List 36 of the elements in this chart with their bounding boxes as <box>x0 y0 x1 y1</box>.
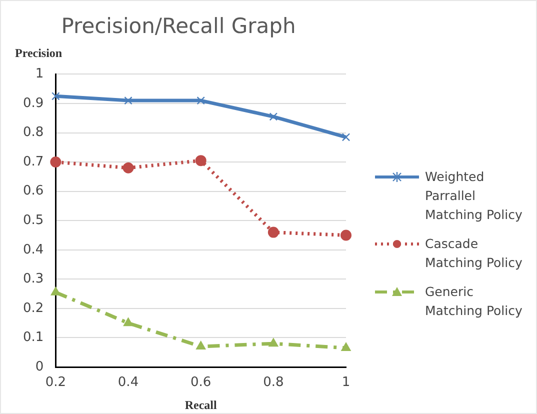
chart-title: Precision/Recall Graph <box>61 14 296 38</box>
y-tick-label: 0.4 <box>22 242 44 258</box>
y-axis-title: Precision <box>15 46 62 60</box>
x-tick-label: 1 <box>342 375 350 390</box>
x-tick-label: 0.6 <box>190 375 212 390</box>
point <box>52 92 60 100</box>
point <box>123 318 134 326</box>
y-tick-label: 0.9 <box>22 96 44 111</box>
point <box>341 342 351 351</box>
legend-label: Generic Matching Policy <box>425 283 524 320</box>
point <box>269 112 278 121</box>
y-tick-label: 0.1 <box>22 330 44 346</box>
y-tick-label: 0.8 <box>22 125 44 140</box>
y-tick-label: 0.7 <box>22 154 44 170</box>
point <box>268 338 278 347</box>
point <box>195 155 206 166</box>
x-axis-title: Recall <box>184 398 218 412</box>
point <box>196 341 206 350</box>
y-tick-label: 1 <box>35 66 44 82</box>
x-tick-label: 0.4 <box>118 375 139 390</box>
point <box>342 133 350 142</box>
point <box>340 230 352 241</box>
point <box>196 96 205 105</box>
point <box>50 156 62 168</box>
point <box>122 162 134 174</box>
y-tick-label: 0.6 <box>22 184 44 199</box>
y-tick-label: 0.5 <box>22 212 44 228</box>
point <box>124 96 132 105</box>
legend-label: Weighted Parrallel Matching Policy <box>425 168 524 224</box>
y-tick-label: 0.2 <box>22 300 44 316</box>
y-tick-label: 0.3 <box>22 272 44 287</box>
x-tick-label: 0.8 <box>263 375 284 390</box>
y-tick-label: 0 <box>35 359 44 374</box>
legend-label: Cascade Matching Policy <box>425 235 524 272</box>
point <box>268 226 279 238</box>
x-tick-label: 0.2 <box>45 375 66 390</box>
